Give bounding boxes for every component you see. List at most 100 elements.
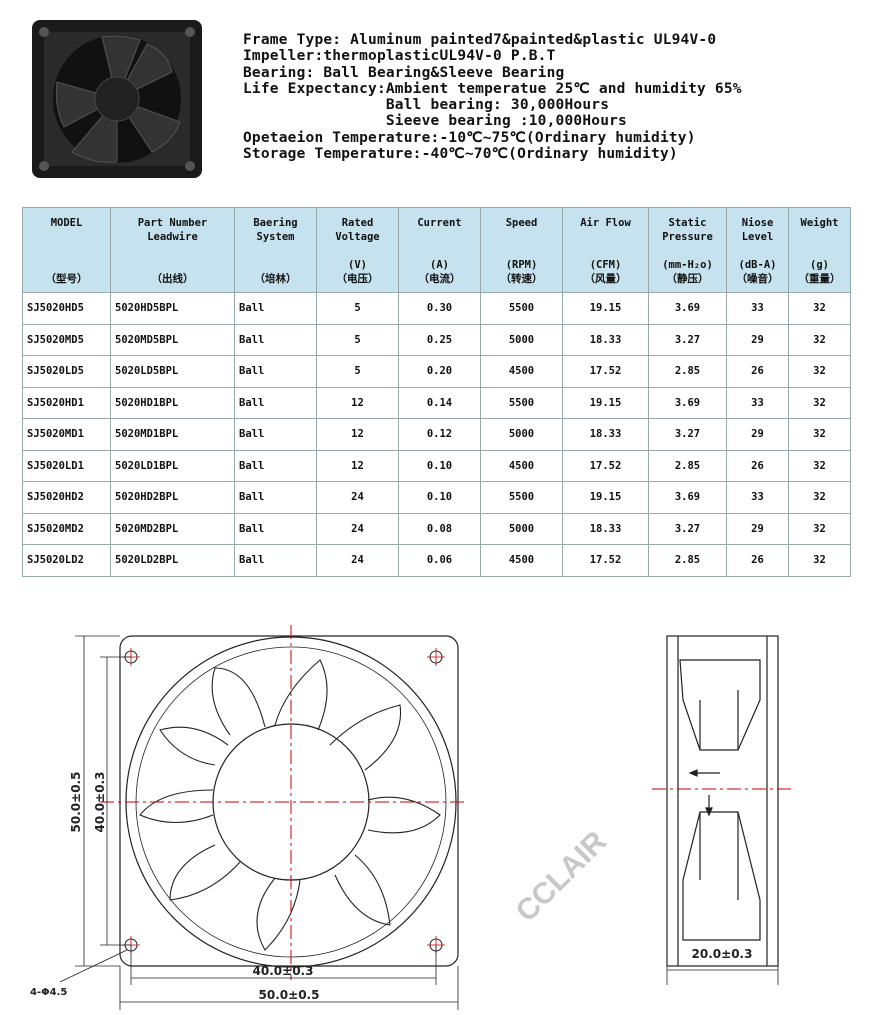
table-cell: 5500: [480, 386, 563, 419]
table-cell: 5: [316, 323, 399, 356]
table-cell: Ball: [234, 386, 317, 419]
specification-text: Frame Type: Aluminum painted7&painted&pl…: [243, 32, 742, 162]
table-cell: 0.25: [398, 323, 481, 356]
table-cell: 0.20: [398, 355, 481, 388]
table-cell: 5020MD1BPL: [110, 418, 235, 451]
mounting-holes-label: 4-Φ4.5: [30, 987, 67, 998]
table-cell: 5000: [480, 323, 563, 356]
table-cell: 2.85: [648, 449, 727, 482]
header-unit: (A) （电流）: [418, 259, 461, 285]
table-cell: 33: [726, 481, 789, 514]
table-row: SJ5020MD2 5020MD2BPL Ball 24 0.08 5000 18.33 3.…: [22, 512, 851, 545]
table-cell: 5020HD1BPL: [110, 386, 235, 419]
header-title: MODEL: [50, 217, 83, 229]
column-header: Current (A) （电流）: [398, 207, 481, 293]
table-cell: 2.85: [648, 355, 727, 388]
table-cell: SJ5020MD1: [22, 418, 111, 451]
header-title: Weight: [800, 217, 839, 229]
header-title: Static Pressure: [662, 217, 713, 243]
header-title: Speed: [505, 217, 538, 229]
table-cell: Ball: [234, 292, 317, 325]
table-cell: 0.10: [398, 449, 481, 482]
column-header: MODEL （型号）: [22, 207, 111, 293]
header-title: Baering System: [253, 217, 298, 243]
column-header: Niose Level (dB-A) （噪音）: [726, 207, 789, 293]
table-cell: 4500: [480, 544, 563, 577]
table-cell: 12: [316, 418, 399, 451]
dimension-drawings: 50.0±0.5 40.0±0.3 40.0±0.3 50.0±0.5 4-Φ4…: [30, 625, 792, 1010]
table-cell: SJ5020LD5: [22, 355, 111, 388]
side-view-drawing: [652, 635, 792, 985]
column-header: Static Pressure (mm-H₂o) （静压）: [648, 207, 727, 293]
table-cell: Ball: [234, 544, 317, 577]
table-cell: 3.27: [648, 512, 727, 545]
column-header: Part Number Leadwire （出线）: [110, 207, 235, 293]
table-cell: SJ5020MD2: [22, 512, 111, 545]
table-cell: SJ5020LD2: [22, 544, 111, 577]
table-row: SJ5020HD1 5020HD1BPL Ball 12 0.14 5500 19.15 3.…: [22, 386, 851, 419]
table-cell: 12: [316, 386, 399, 419]
table-row: SJ5020LD5 5020LD5BPL Ball 5 0.20 4500 17.52 2.8…: [22, 355, 851, 388]
table-cell: 17.52: [562, 355, 649, 388]
table-cell: 3.69: [648, 292, 727, 325]
header-title: Current: [417, 217, 462, 229]
column-header: Air Flow (CFM) （风量）: [562, 207, 649, 293]
table-cell: Ball: [234, 512, 317, 545]
depth-label: 20.0±0.3: [692, 947, 753, 961]
table-cell: 17.52: [562, 544, 649, 577]
table-cell: SJ5020HD2: [22, 481, 111, 514]
table-cell: 32: [788, 292, 851, 325]
header-unit: （出线）: [151, 273, 194, 285]
front-view-drawing: [59, 625, 465, 1010]
table-cell: 5020HD5BPL: [110, 292, 235, 325]
table-cell: 0.10: [398, 481, 481, 514]
table-cell: 5020HD2BPL: [110, 481, 235, 514]
table-cell: 4500: [480, 449, 563, 482]
table-cell: 18.33: [562, 323, 649, 356]
table-cell: SJ5020HD5: [22, 292, 111, 325]
table-cell: 32: [788, 323, 851, 356]
table-cell: 32: [788, 512, 851, 545]
table-cell: 5020LD1BPL: [110, 449, 235, 482]
table-cell: 33: [726, 292, 789, 325]
header-unit: (RPM) （转速）: [500, 259, 543, 285]
table-cell: 3.69: [648, 481, 727, 514]
table-cell: 24: [316, 544, 399, 577]
table-cell: 24: [316, 481, 399, 514]
table-cell: 26: [726, 355, 789, 388]
spec-impeller: Impeller:thermoplasticUL94V-0 P.B.T: [243, 48, 556, 65]
table-cell: 32: [788, 481, 851, 514]
column-header: Baering System （培林）: [234, 207, 317, 293]
spec-bearing: Bearing: Ball Bearing&Sleeve Bearing: [243, 64, 565, 81]
table-cell: 12: [316, 449, 399, 482]
header-unit: (g) （重量）: [798, 259, 841, 285]
table-cell: Ball: [234, 481, 317, 514]
table-cell: 29: [726, 323, 789, 356]
header-title: Air Flow: [580, 217, 631, 229]
header-title: Rated Voltage: [335, 217, 380, 243]
table-cell: 5: [316, 292, 399, 325]
table-cell: 0.30: [398, 292, 481, 325]
table-cell: Ball: [234, 355, 317, 388]
table-row: SJ5020MD1 5020MD1BPL Ball 12 0.12 5000 18.33 3.…: [22, 418, 851, 451]
header-unit: (CFM) （风量）: [584, 259, 627, 285]
table-cell: 19.15: [562, 386, 649, 419]
table-cell: SJ5020HD1: [22, 386, 111, 419]
hole-width-label: 40.0±0.3: [253, 964, 314, 978]
table-cell: 2.85: [648, 544, 727, 577]
header-title: Niose Level: [741, 217, 774, 243]
table-cell: 3.27: [648, 418, 727, 451]
table-cell: 29: [726, 512, 789, 545]
header-unit: (V) （电压）: [336, 259, 379, 285]
header-unit: (dB-A) （噪音）: [736, 259, 779, 285]
table-cell: 5020MD2BPL: [110, 512, 235, 545]
table-cell: 32: [788, 449, 851, 482]
table-cell: Ball: [234, 418, 317, 451]
table-cell: 0.14: [398, 386, 481, 419]
table-cell: 5020LD5BPL: [110, 355, 235, 388]
table-row: SJ5020LD1 5020LD1BPL Ball 12 0.10 4500 17.52 2.…: [22, 449, 851, 482]
table-cell: 32: [788, 418, 851, 451]
spec-storage-temp: Storage Temperature:-40℃~70℃(Ordinary hu…: [243, 146, 678, 163]
table-cell: 26: [726, 544, 789, 577]
table-cell: 5500: [480, 292, 563, 325]
